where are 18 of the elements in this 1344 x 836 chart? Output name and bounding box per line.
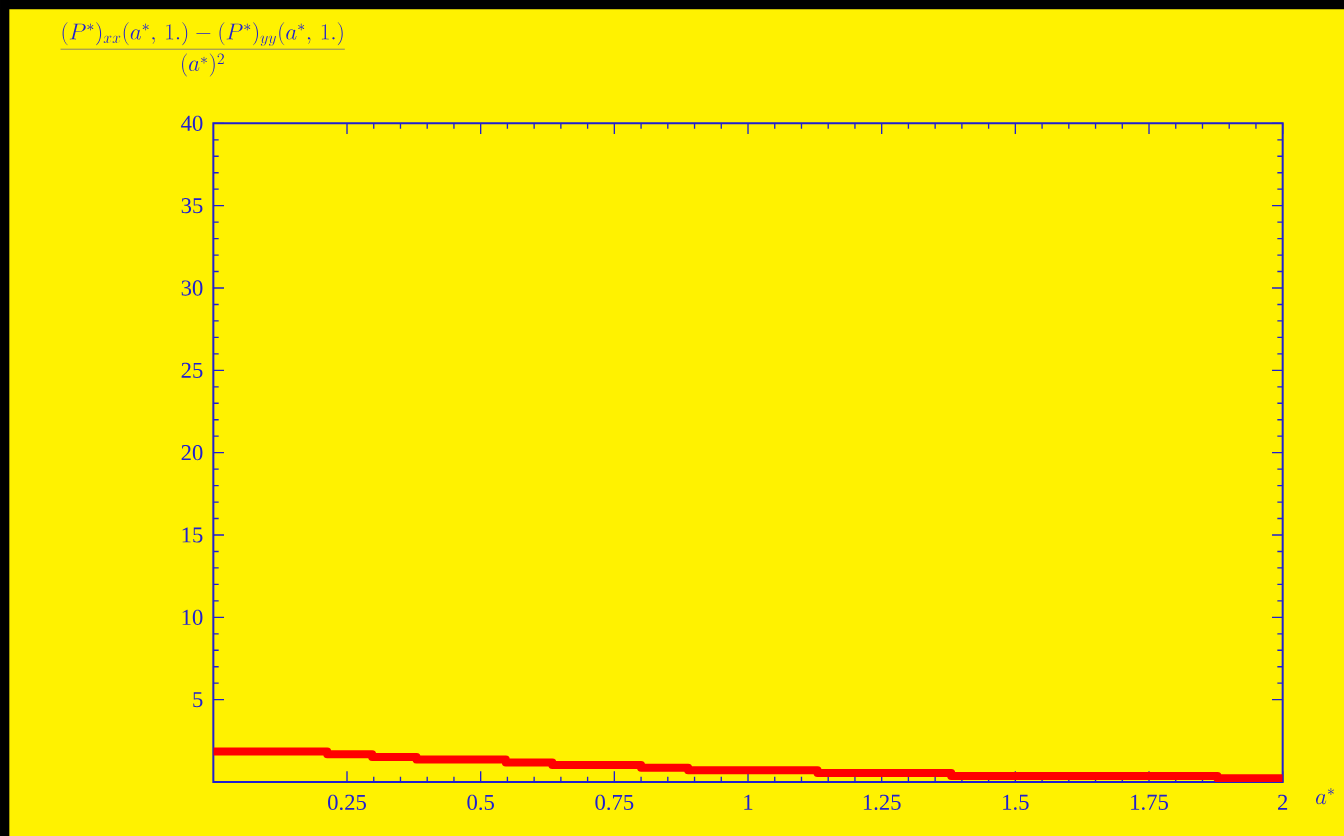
y-tick-label: 40	[181, 115, 203, 131]
y-tick-label: 5	[193, 692, 203, 708]
x-tick-label: 0.25	[328, 794, 366, 811]
y-tick-label: 35	[181, 198, 203, 214]
y-tick-label: 10	[182, 609, 203, 625]
y-tick-label: 30	[181, 280, 203, 296]
x-tick-label: 0.5	[467, 794, 494, 811]
x-tick-label: 1	[744, 794, 753, 810]
y-tick-label: 25	[181, 362, 203, 378]
x-axis-title: $a^{*}$	[1316, 788, 1334, 805]
x-tick-label: 1.75	[1131, 794, 1168, 810]
x-tick-label: 1.25	[863, 794, 901, 811]
y-tick-label: 20	[181, 445, 203, 461]
x-tick-label: 0.75	[595, 794, 634, 811]
x-tick-label: 2	[1278, 794, 1288, 810]
x-tick-label: 1.5	[1003, 794, 1029, 810]
y-tick-label: 15	[182, 527, 203, 543]
y-axis-title: $\frac{(P^{*})_{xx}(a^{*},\,1.)-(P^{*})_{yy}(a^{*},\,1.)}{(a^{*})^{2}}$	[60, 22, 345, 77]
